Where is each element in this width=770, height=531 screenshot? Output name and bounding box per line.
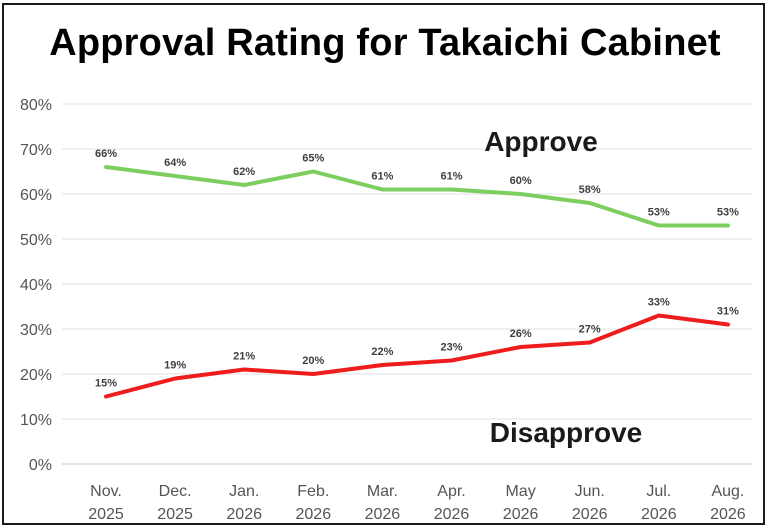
x-tick-label: Jun. 2026 bbox=[572, 483, 608, 523]
x-tick-label: Jul. 2026 bbox=[641, 483, 677, 523]
data-label-disapprove: 27% bbox=[579, 324, 601, 336]
data-label-approve: 66% bbox=[95, 148, 117, 160]
series-line-disapprove bbox=[104, 313, 730, 399]
data-label-approve: 64% bbox=[164, 157, 186, 169]
series-line-approve bbox=[104, 165, 730, 228]
approve-series-label: Approve bbox=[484, 126, 598, 157]
data-label-disapprove: 19% bbox=[164, 360, 186, 372]
y-tick-label: 10% bbox=[20, 412, 52, 429]
x-tick-label: Dec. 2025 bbox=[157, 483, 193, 523]
x-tick-label: Aug. 2026 bbox=[710, 483, 746, 523]
chart-title: Approval Rating for Takaichi Cabinet bbox=[49, 22, 721, 64]
data-label-disapprove: 33% bbox=[648, 297, 670, 309]
data-label-approve: 61% bbox=[371, 171, 393, 183]
x-tick-label: Nov. 2025 bbox=[88, 483, 124, 523]
data-label-disapprove: 22% bbox=[371, 346, 393, 358]
data-label-approve: 53% bbox=[717, 207, 739, 219]
y-axis: 0% 10% 20% 30% 40% 50% 60% 70% 80% bbox=[20, 97, 52, 474]
data-label-disapprove: 20% bbox=[302, 355, 324, 367]
data-label-disapprove: 21% bbox=[233, 351, 255, 363]
y-tick-label: 30% bbox=[20, 322, 52, 339]
data-label-disapprove: 31% bbox=[717, 306, 739, 318]
data-label-approve: 62% bbox=[233, 166, 255, 178]
y-tick-label: 60% bbox=[20, 187, 52, 204]
y-tick-label: 40% bbox=[20, 277, 52, 294]
series-group bbox=[104, 165, 730, 399]
data-label-approve: 53% bbox=[648, 207, 670, 219]
y-tick-label: 20% bbox=[20, 367, 52, 384]
y-tick-label: 70% bbox=[20, 142, 52, 159]
disapprove-series-label: Disapprove bbox=[490, 417, 643, 448]
data-label-approve: 61% bbox=[440, 171, 462, 183]
data-label-disapprove: 15% bbox=[95, 378, 117, 390]
gridlines bbox=[62, 103, 752, 465]
data-label-approve: 60% bbox=[510, 175, 532, 187]
x-tick-label: Jan. 2026 bbox=[226, 483, 262, 523]
data-label-disapprove: 26% bbox=[510, 328, 532, 340]
chart-frame bbox=[2, 3, 765, 525]
x-tick-label: May 2026 bbox=[503, 483, 539, 523]
data-label-approve: 58% bbox=[579, 184, 601, 196]
data-label-disapprove: 23% bbox=[440, 342, 462, 354]
x-axis: Nov. 2025 Dec. 2025 Jan. 2026 Feb. 2026 Mar. 2026… bbox=[88, 483, 746, 523]
data-label-approve: 65% bbox=[302, 153, 324, 165]
y-tick-label: 80% bbox=[20, 97, 52, 114]
y-tick-label: 50% bbox=[20, 232, 52, 249]
x-tick-label: Apr. 2026 bbox=[434, 483, 470, 523]
x-tick-label: Mar. 2026 bbox=[365, 483, 401, 523]
data-labels: 66% 64% 62% 65% 61% 61% 60% 58% 53% 53% 15% 19% 21% 2… bbox=[95, 148, 739, 390]
y-tick-label: 0% bbox=[29, 457, 52, 474]
x-tick-label: Feb. 2026 bbox=[296, 483, 332, 523]
